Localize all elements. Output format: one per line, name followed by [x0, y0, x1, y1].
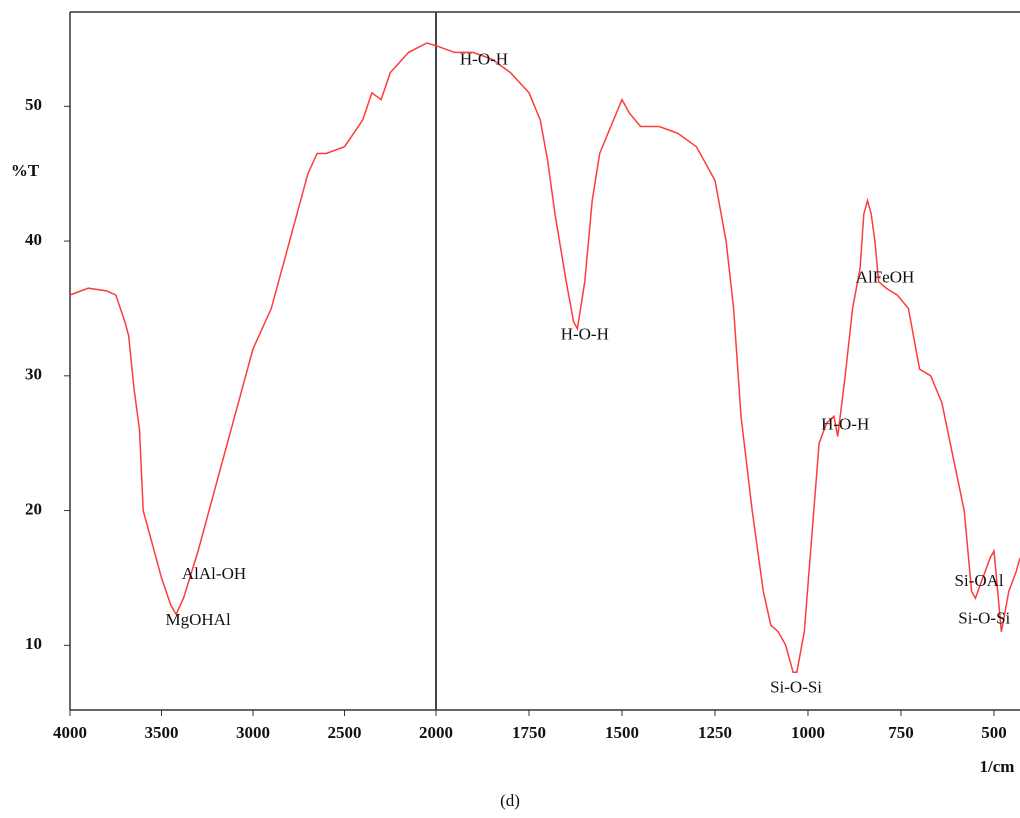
y-tick-label: 50 — [25, 95, 42, 114]
annotation: AlFeOH — [856, 268, 915, 287]
annotation: Si-OAl — [955, 571, 1004, 590]
y-tick-label: 20 — [25, 499, 42, 518]
x-tick-label: 500 — [981, 723, 1007, 742]
x-tick-label: 1750 — [512, 723, 546, 742]
x-tick-label: 4000 — [53, 723, 87, 742]
annotation: H-O-H — [821, 415, 869, 434]
annotation: H-O-H — [561, 324, 609, 343]
x-tick-label: 2500 — [328, 723, 362, 742]
y-tick-label: 40 — [25, 230, 42, 249]
x-tick-label: 3500 — [145, 723, 179, 742]
x-tick-label: 1000 — [791, 723, 825, 742]
x-tick-label: 2000 — [419, 723, 453, 742]
x-tick-label: 750 — [888, 723, 914, 742]
x-tick-label: 1500 — [605, 723, 639, 742]
annotation: MgOHAl — [166, 610, 231, 629]
y-tick-label: 30 — [25, 365, 42, 384]
x-tick-label: 3000 — [236, 723, 270, 742]
y-axis-label: %T — [11, 161, 40, 180]
caption: (d) — [500, 791, 520, 810]
annotation: Si-O-Si — [958, 609, 1010, 628]
annotation: H-O-H — [460, 49, 508, 68]
y-tick-label: 10 — [25, 634, 42, 653]
annotation: Si-O-Si — [770, 677, 822, 696]
x-tick-label: 1250 — [698, 723, 732, 742]
x-axis-label: 1/cm — [980, 757, 1015, 776]
annotation: AlAl-OH — [182, 564, 246, 583]
spectrum-line — [69, 42, 1020, 674]
